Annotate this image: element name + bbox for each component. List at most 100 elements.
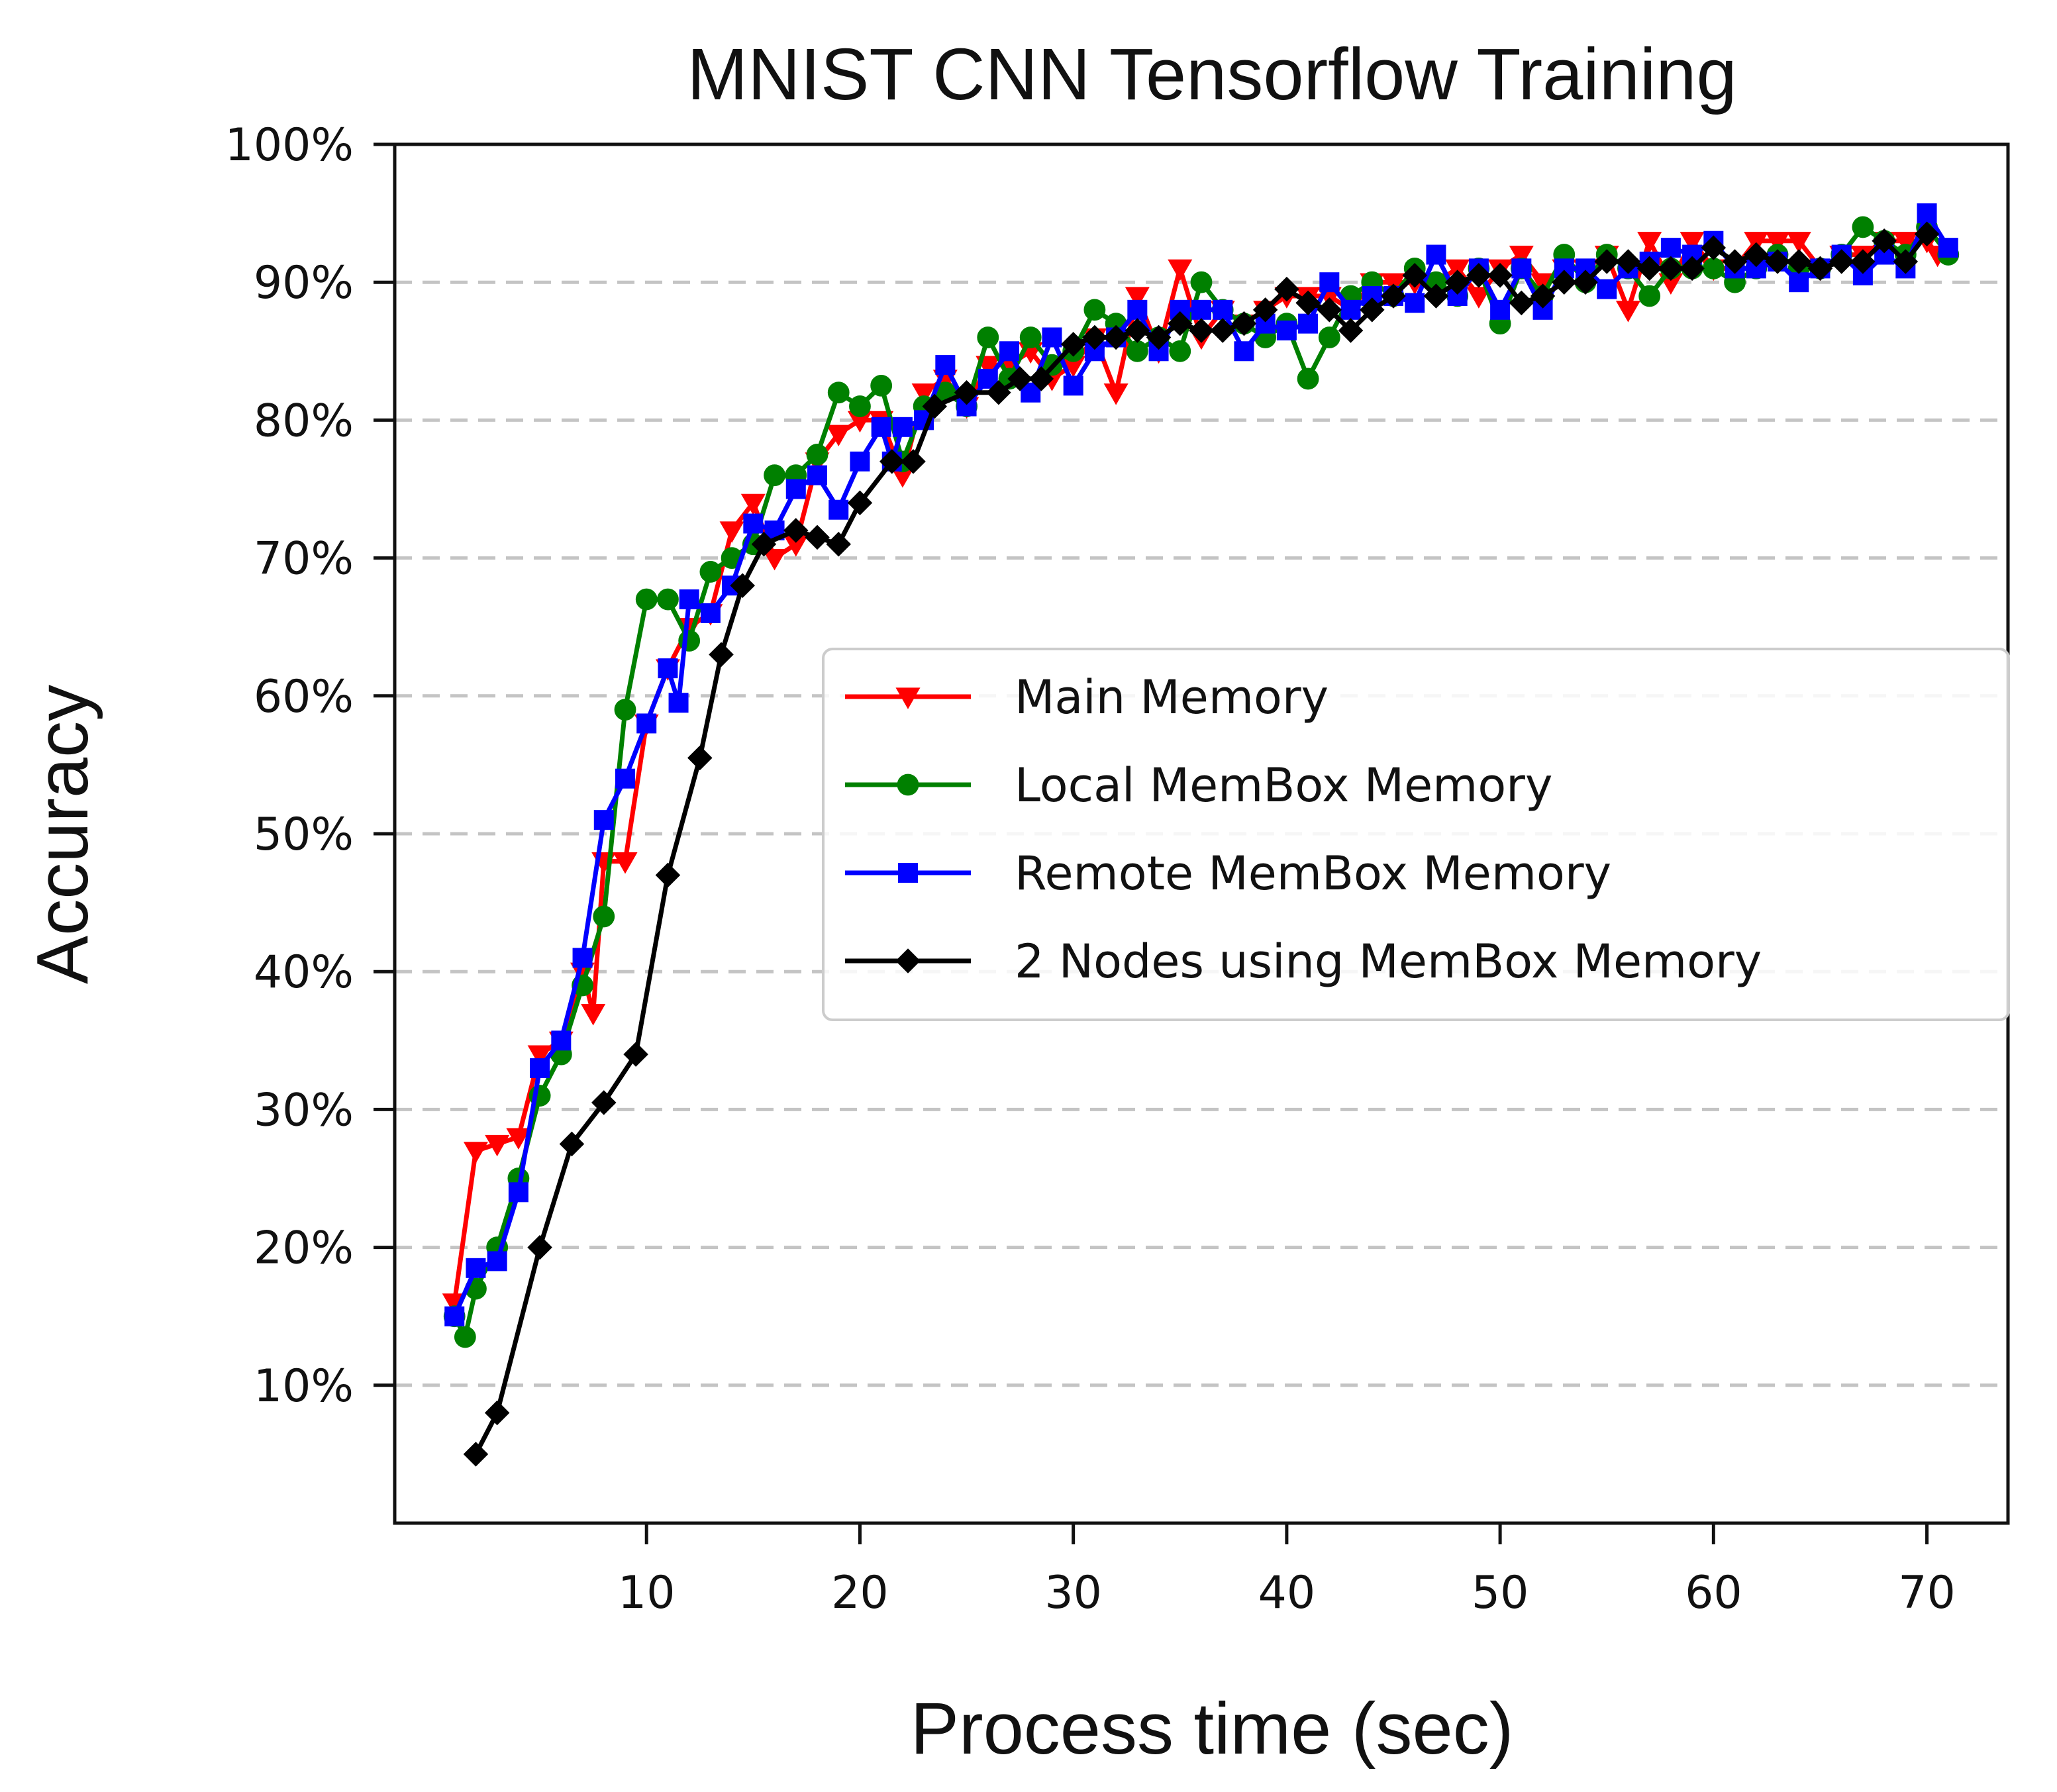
data-point (593, 905, 615, 928)
legend-label: Remote MemBox Memory (1015, 846, 1611, 901)
data-point (1552, 270, 1577, 295)
data-point (636, 713, 657, 734)
data-point (1680, 256, 1705, 281)
data-point (614, 699, 636, 721)
data-point (1765, 249, 1790, 274)
data-point (730, 573, 755, 599)
data-point (1490, 299, 1511, 320)
data-point (1660, 238, 1681, 258)
data-point (506, 1128, 531, 1150)
data-point (559, 1131, 585, 1157)
data-point (699, 561, 722, 583)
data-point (1028, 366, 1054, 391)
data-point (1893, 249, 1919, 274)
y-tick-label: 30% (254, 1084, 354, 1136)
data-point (1338, 318, 1364, 343)
legend-marker (895, 687, 921, 709)
data-point (849, 395, 871, 417)
x-tick-label: 10 (618, 1567, 676, 1619)
data-point (901, 449, 926, 474)
data-point (1405, 293, 1425, 313)
data-point (454, 1326, 476, 1348)
data-point (826, 532, 851, 557)
data-point (1597, 279, 1617, 299)
data-point (1007, 366, 1032, 391)
data-point (700, 603, 721, 623)
data-point (1594, 249, 1619, 274)
data-point (1234, 341, 1254, 362)
data-point (551, 1030, 572, 1051)
data-point (1511, 258, 1532, 279)
legend: Main Memory Local MemBox Memory Remote Mem… (822, 648, 2010, 1021)
data-point (1789, 272, 1809, 293)
x-tick-label: 70 (1898, 1567, 1956, 1619)
x-tick-label: 20 (831, 1567, 889, 1619)
data-point (485, 1134, 510, 1157)
data-point (1189, 318, 1214, 343)
data-point (463, 1142, 488, 1164)
legend-marker (898, 863, 918, 883)
data-point (1615, 301, 1640, 323)
data-point (444, 1306, 465, 1326)
data-point (847, 490, 873, 516)
data-point (785, 479, 806, 499)
data-point (613, 852, 638, 874)
legend-box (822, 648, 2010, 1021)
data-point (1786, 249, 1811, 274)
data-point (1426, 244, 1446, 265)
y-axis-label: Accuracy (22, 685, 103, 984)
y-tick-label: 60% (254, 671, 354, 723)
data-point (954, 379, 979, 405)
data-point (635, 588, 658, 611)
x-axis: 10 20 30 40 50 60 70 (618, 1523, 1956, 1619)
data-point (581, 1004, 606, 1026)
data-point (1082, 324, 1107, 350)
data-point (828, 499, 849, 520)
data-point (807, 465, 827, 485)
x-tick-label: 30 (1044, 1567, 1102, 1619)
data-point (1807, 256, 1833, 281)
data-point (1658, 256, 1683, 281)
data-point (530, 1058, 550, 1078)
legend-marker (897, 773, 919, 796)
data-point (1744, 242, 1769, 268)
data-point (623, 1042, 648, 1067)
data-point (1636, 256, 1662, 281)
data-point (1914, 221, 1940, 247)
legend-label: Local MemBox Memory (1015, 758, 1552, 813)
y-tick-label: 80% (254, 395, 354, 447)
data-point (764, 464, 785, 487)
series-layer (442, 203, 1960, 1467)
data-point (1340, 299, 1361, 320)
data-point (655, 862, 681, 888)
legend-label: 2 Nodes using MemBox Memory (1015, 934, 1762, 989)
data-point (687, 745, 713, 771)
data-point (1509, 245, 1534, 268)
data-point (1210, 318, 1235, 343)
data-point (1786, 232, 1811, 254)
data-point (922, 393, 947, 419)
data-point (657, 588, 679, 611)
data-point (1042, 327, 1062, 348)
data-point (762, 549, 787, 571)
data-point (1360, 297, 1385, 323)
data-point (527, 1234, 552, 1260)
chart-title: MNIST CNN Tensorflow Training (687, 34, 1736, 115)
data-point (1381, 283, 1406, 309)
data-point (1487, 263, 1513, 288)
x-tick-label: 60 (1685, 1567, 1742, 1619)
data-point (593, 810, 614, 830)
legend-label: Main Memory (1015, 670, 1329, 724)
data-point (1103, 324, 1129, 350)
data-point (487, 1251, 507, 1271)
data-point (1722, 249, 1748, 274)
data-point (805, 524, 830, 550)
data-point (1701, 235, 1727, 260)
data-point (572, 948, 593, 968)
data-point (1702, 257, 1725, 279)
data-point (1274, 276, 1299, 302)
data-point (1125, 318, 1150, 343)
x-tick-label: 50 (1472, 1567, 1529, 1619)
data-point (1872, 228, 1897, 254)
